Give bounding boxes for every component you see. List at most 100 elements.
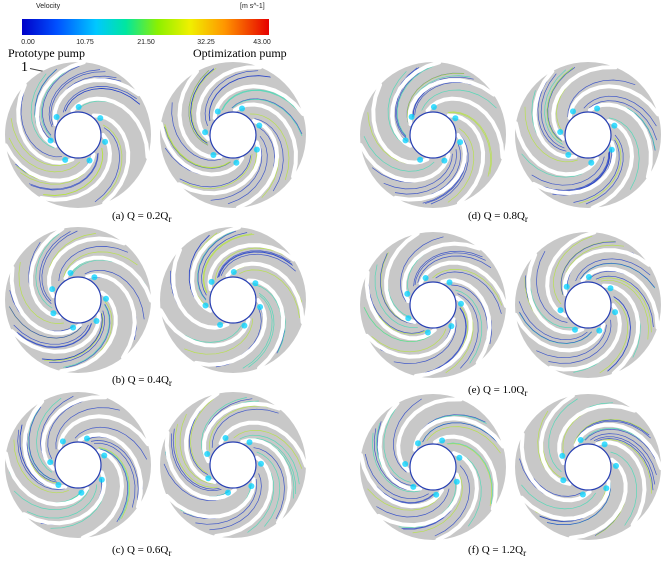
streamline bbox=[175, 423, 218, 488]
streamline bbox=[547, 67, 576, 142]
streamline bbox=[590, 433, 657, 476]
impeller-blade bbox=[158, 308, 251, 348]
streamline bbox=[567, 79, 636, 118]
impeller-blade bbox=[22, 399, 68, 490]
impeller-blade bbox=[418, 260, 508, 308]
impeller-blade bbox=[70, 96, 150, 159]
inlet-velocity-hotspot bbox=[410, 483, 417, 490]
inlet-velocity-hotspot bbox=[588, 159, 595, 166]
streamline bbox=[179, 155, 252, 188]
inlet-velocity-hotspot bbox=[86, 157, 93, 164]
streamline bbox=[26, 484, 98, 519]
streamline bbox=[98, 447, 131, 519]
streamline bbox=[204, 70, 259, 127]
streamline bbox=[396, 65, 432, 137]
inlet-velocity-hotspot bbox=[577, 437, 584, 443]
inlet-velocity-hotspot bbox=[78, 489, 85, 496]
inlet-velocity-hotspot bbox=[608, 146, 615, 153]
inlet-velocity-hotspot bbox=[424, 329, 431, 336]
streamline bbox=[209, 473, 262, 531]
impeller-blade bbox=[412, 416, 505, 452]
impeller-blade bbox=[433, 434, 498, 511]
streamline bbox=[573, 418, 649, 444]
streamline bbox=[457, 293, 479, 369]
impeller-blade bbox=[588, 102, 653, 179]
streamline bbox=[394, 149, 457, 195]
inlet-velocity-hotspot bbox=[607, 285, 614, 292]
impeller-blade bbox=[364, 317, 456, 359]
impeller-hub bbox=[209, 441, 257, 489]
impeller-blade bbox=[364, 270, 437, 341]
streamline bbox=[9, 306, 82, 339]
streamline bbox=[541, 152, 609, 191]
impeller-blade bbox=[41, 395, 108, 471]
streamline bbox=[13, 439, 69, 494]
streamline bbox=[585, 134, 624, 205]
inlet-velocity-hotspot bbox=[557, 129, 564, 135]
impeller-blade bbox=[548, 303, 622, 372]
inlet-velocity-hotspot bbox=[101, 452, 108, 459]
streamline bbox=[584, 428, 658, 462]
caption-c: (c) Q = 0.6Qr bbox=[112, 544, 172, 559]
inlet-velocity-hotspot bbox=[456, 454, 463, 461]
inlet-velocity-hotspot bbox=[613, 462, 619, 469]
impeller-blade bbox=[236, 118, 280, 210]
inlet-velocity-hotspot bbox=[453, 478, 460, 485]
optimization-impeller-b bbox=[158, 225, 308, 375]
impeller-hub bbox=[409, 111, 457, 159]
streamline bbox=[396, 65, 434, 136]
streamline bbox=[30, 73, 55, 149]
impeller-blade bbox=[218, 420, 308, 468]
streamline bbox=[16, 323, 92, 348]
inlet-velocity-hotspot bbox=[570, 108, 576, 115]
streamline bbox=[607, 296, 631, 372]
inlet-velocity-hotspot bbox=[415, 440, 421, 447]
caption-d: (d) Q = 0.8Qr bbox=[468, 210, 528, 225]
streamline bbox=[421, 89, 497, 111]
streamline bbox=[367, 488, 443, 511]
impeller-hub bbox=[54, 276, 102, 324]
caption-a: (a) Q = 0.2Qr bbox=[112, 210, 172, 225]
inlet-velocity-hotspot bbox=[579, 491, 586, 498]
impeller-blade bbox=[57, 414, 150, 450]
inlet-velocity-hotspot bbox=[557, 307, 564, 314]
streamline bbox=[393, 319, 457, 364]
inlet-velocity-hotspot bbox=[402, 137, 409, 144]
prototype-pump-label: Prototype pump bbox=[8, 46, 85, 60]
streamline bbox=[58, 246, 129, 282]
optimization-impeller-f bbox=[513, 392, 663, 542]
impeller-blade bbox=[9, 265, 82, 336]
streamline bbox=[447, 128, 475, 203]
inlet-velocity-hotspot bbox=[256, 122, 263, 129]
inlet-velocity-hotspot bbox=[563, 283, 570, 290]
streamline bbox=[231, 98, 303, 135]
streamline bbox=[383, 153, 453, 190]
streamline bbox=[455, 289, 483, 364]
inlet-velocity-hotspot bbox=[241, 322, 248, 329]
streamline bbox=[13, 489, 90, 510]
streamline bbox=[101, 124, 123, 200]
streamline bbox=[417, 255, 492, 283]
streamline bbox=[540, 73, 565, 149]
streamline bbox=[518, 301, 588, 341]
impeller-blade bbox=[371, 82, 430, 165]
streamline bbox=[400, 236, 444, 302]
streamline bbox=[41, 313, 103, 361]
inlet-velocity-hotspot bbox=[59, 438, 66, 445]
streamline bbox=[218, 251, 293, 278]
inlet-velocity-hotspot bbox=[230, 269, 237, 275]
inlet-velocity-hotspot bbox=[585, 274, 592, 280]
impeller-blade bbox=[396, 397, 463, 473]
streamline bbox=[99, 448, 129, 523]
streamline bbox=[28, 406, 56, 481]
inlet-velocity-hotspot bbox=[75, 104, 82, 110]
streamline bbox=[172, 428, 220, 490]
streamline bbox=[578, 137, 622, 204]
impeller-blade bbox=[22, 470, 107, 526]
streamline bbox=[63, 251, 138, 278]
impeller-blade bbox=[376, 472, 462, 528]
inlet-velocity-hotspot bbox=[49, 286, 56, 293]
streamline bbox=[430, 134, 469, 205]
impeller-blade bbox=[164, 430, 237, 501]
inlet-velocity-hotspot bbox=[457, 139, 464, 146]
